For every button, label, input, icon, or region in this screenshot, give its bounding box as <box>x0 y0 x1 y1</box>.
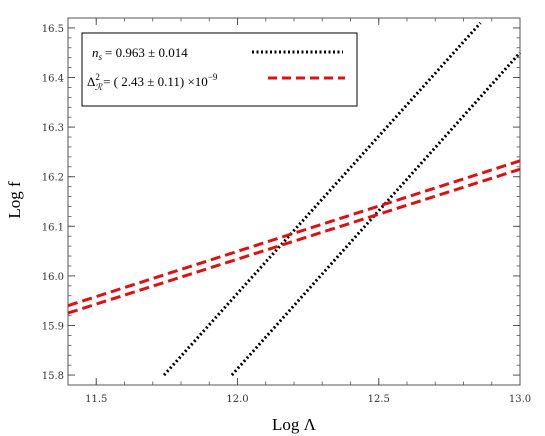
y-tick-label: 16.3 <box>42 123 64 134</box>
y-tick-label: 16.1 <box>42 222 64 233</box>
y-axis-label: Log f <box>5 181 24 219</box>
legend-ns-symbol: n <box>92 45 99 60</box>
tick-marks <box>67 18 521 385</box>
y-tick-label: 16.5 <box>42 24 64 35</box>
legend-ns-subscript: s <box>99 52 103 62</box>
legend: ns = 0.963 ± 0.014 Δ2 ℛ= ( 2.43 ± 0.11) ×1… <box>81 32 358 107</box>
x-tick-label: 12.5 <box>368 394 390 405</box>
series-lines <box>67 21 522 377</box>
x-tick-label: 12.0 <box>226 394 248 405</box>
legend-delta-exponent: −9 <box>208 72 218 82</box>
x-tick-label: 11.5 <box>85 394 107 405</box>
y-tick-label: 15.9 <box>42 321 64 332</box>
legend-ns-text: = 0.963 ± 0.014 <box>105 45 188 60</box>
legend-ns-label: ns = 0.963 ± 0.014 <box>92 45 188 62</box>
legend-delta-superscript: 2 <box>95 72 100 82</box>
y-tick-label: 16.2 <box>42 173 64 184</box>
x-tick-label: 13.0 <box>509 394 531 405</box>
legend-delta-symbol: Δ <box>87 74 95 89</box>
y-tick-label: 16.0 <box>42 272 64 283</box>
x-tick-labels: 11.5 12.0 12.5 13.0 <box>85 394 531 405</box>
legend-delta-label: Δ2 ℛ= ( 2.43 ± 0.11) ×10−9 <box>87 72 218 92</box>
x-axis-label: Log Λ <box>272 415 317 434</box>
legend-delta-subscript: ℛ <box>95 82 103 92</box>
delta-series-line <box>67 159 521 308</box>
y-tick-labels: 15.8 15.9 16.0 16.1 16.2 16.3 16.4 16.5 <box>42 24 64 382</box>
delta-series-line <box>67 167 521 315</box>
legend-box <box>81 32 358 107</box>
y-tick-label: 16.4 <box>42 74 64 85</box>
y-tick-label: 15.8 <box>42 371 64 382</box>
legend-delta-text: = ( 2.43 ± 0.11) ×10 <box>103 74 208 89</box>
